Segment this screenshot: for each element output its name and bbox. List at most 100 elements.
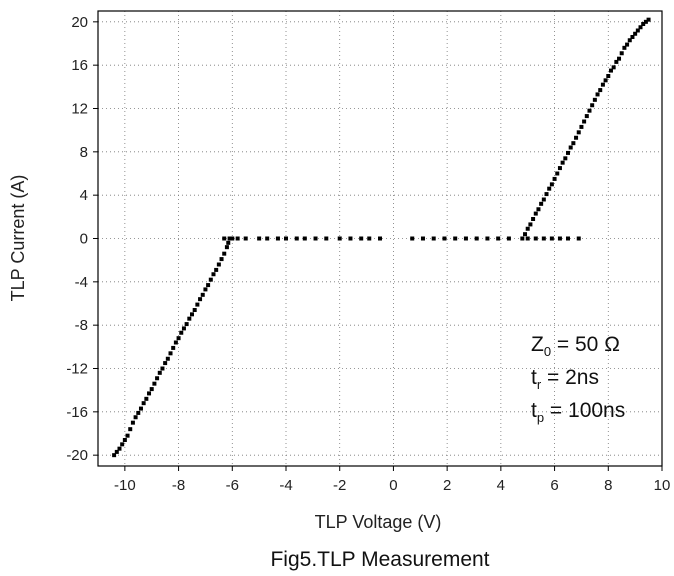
data-point [646, 17, 651, 22]
data-point [523, 232, 528, 237]
data-point [284, 236, 288, 241]
x-tick-label: -2 [333, 477, 346, 494]
data-point [635, 28, 640, 33]
data-point [348, 236, 353, 241]
data-point [192, 308, 197, 312]
x-tick-label: -6 [226, 477, 239, 494]
y-tick-label: 0 [80, 231, 88, 248]
data-point [130, 420, 135, 425]
x-tick-label: 2 [443, 477, 451, 494]
data-point [211, 272, 216, 277]
data-point [114, 449, 119, 454]
data-point [208, 277, 213, 282]
data-point [453, 236, 458, 241]
data-point [226, 240, 231, 245]
data-point [275, 236, 280, 241]
data-point [243, 236, 248, 241]
data-point [474, 236, 479, 241]
x-tick-label: -4 [279, 477, 292, 494]
data-point [257, 236, 262, 241]
y-tick-label: -4 [75, 274, 88, 291]
y-tick-label: 4 [80, 187, 88, 204]
data-point [506, 236, 511, 241]
data-point [171, 345, 176, 350]
series-1 [112, 236, 382, 458]
data-point [133, 415, 138, 420]
data-point [641, 22, 646, 26]
data-point [595, 92, 600, 97]
data-point [606, 74, 611, 78]
data-points [112, 17, 651, 458]
data-point [463, 236, 468, 241]
data-point [157, 370, 162, 375]
data-point [496, 236, 501, 241]
data-point [611, 65, 616, 70]
data-point [576, 130, 581, 135]
data-point [638, 25, 643, 30]
data-point [420, 236, 425, 241]
data-point [136, 410, 141, 415]
data-point [619, 51, 624, 56]
data-point [122, 438, 127, 442]
data-point [584, 114, 589, 119]
data-point [600, 82, 605, 87]
data-point [265, 236, 270, 241]
data-point [528, 222, 533, 227]
y-tick-label: 12 [71, 101, 88, 118]
figure-caption: Fig5.TLP Measurement [270, 548, 489, 571]
series-2 [410, 17, 651, 241]
data-point [563, 156, 568, 161]
data-point [206, 283, 211, 288]
x-tick-label: 0 [389, 477, 397, 494]
data-point [378, 236, 382, 241]
data-point [587, 108, 592, 113]
data-point [324, 236, 329, 241]
data-point [547, 186, 552, 191]
x-tick-label: 10 [654, 477, 671, 494]
data-point [222, 251, 227, 256]
data-point [574, 135, 579, 140]
data-point [302, 236, 307, 241]
y-tick-label: -8 [75, 317, 88, 334]
data-point [592, 97, 597, 102]
data-point [617, 56, 622, 61]
data-point [571, 141, 576, 146]
data-point [181, 326, 186, 331]
data-point [552, 176, 557, 181]
data-point [168, 351, 173, 356]
data-point [557, 166, 562, 171]
data-point [367, 236, 372, 241]
data-point [555, 171, 560, 176]
data-point [614, 59, 619, 64]
data-point [598, 88, 603, 93]
data-point [160, 366, 165, 371]
data-point [337, 236, 342, 241]
data-point [173, 340, 178, 345]
data-point [533, 236, 538, 241]
data-point [227, 236, 232, 241]
y-tick-label: -20 [66, 447, 88, 464]
y-tick-label: 20 [71, 14, 88, 31]
data-point [520, 236, 525, 241]
data-point [125, 433, 130, 438]
data-point [410, 236, 415, 241]
y-tick-label: 16 [71, 57, 88, 74]
data-point [200, 292, 205, 297]
data-point [579, 124, 584, 129]
parameter-annotation: Z0 = 50 Ω tr = 2ns tp = 100ns [531, 333, 625, 425]
data-point [141, 401, 146, 406]
data-point [165, 356, 170, 361]
data-point [128, 427, 133, 432]
data-point [216, 262, 221, 267]
x-axis-title: TLP Voltage (V) [315, 512, 442, 532]
data-point [184, 322, 189, 327]
data-point [190, 312, 194, 317]
data-point [582, 119, 587, 124]
x-tick-label: -10 [114, 477, 136, 494]
data-point [112, 453, 117, 458]
impedance-annotation: Z0 = 50 Ω [531, 333, 620, 359]
data-point [557, 236, 562, 241]
data-point [235, 236, 240, 241]
